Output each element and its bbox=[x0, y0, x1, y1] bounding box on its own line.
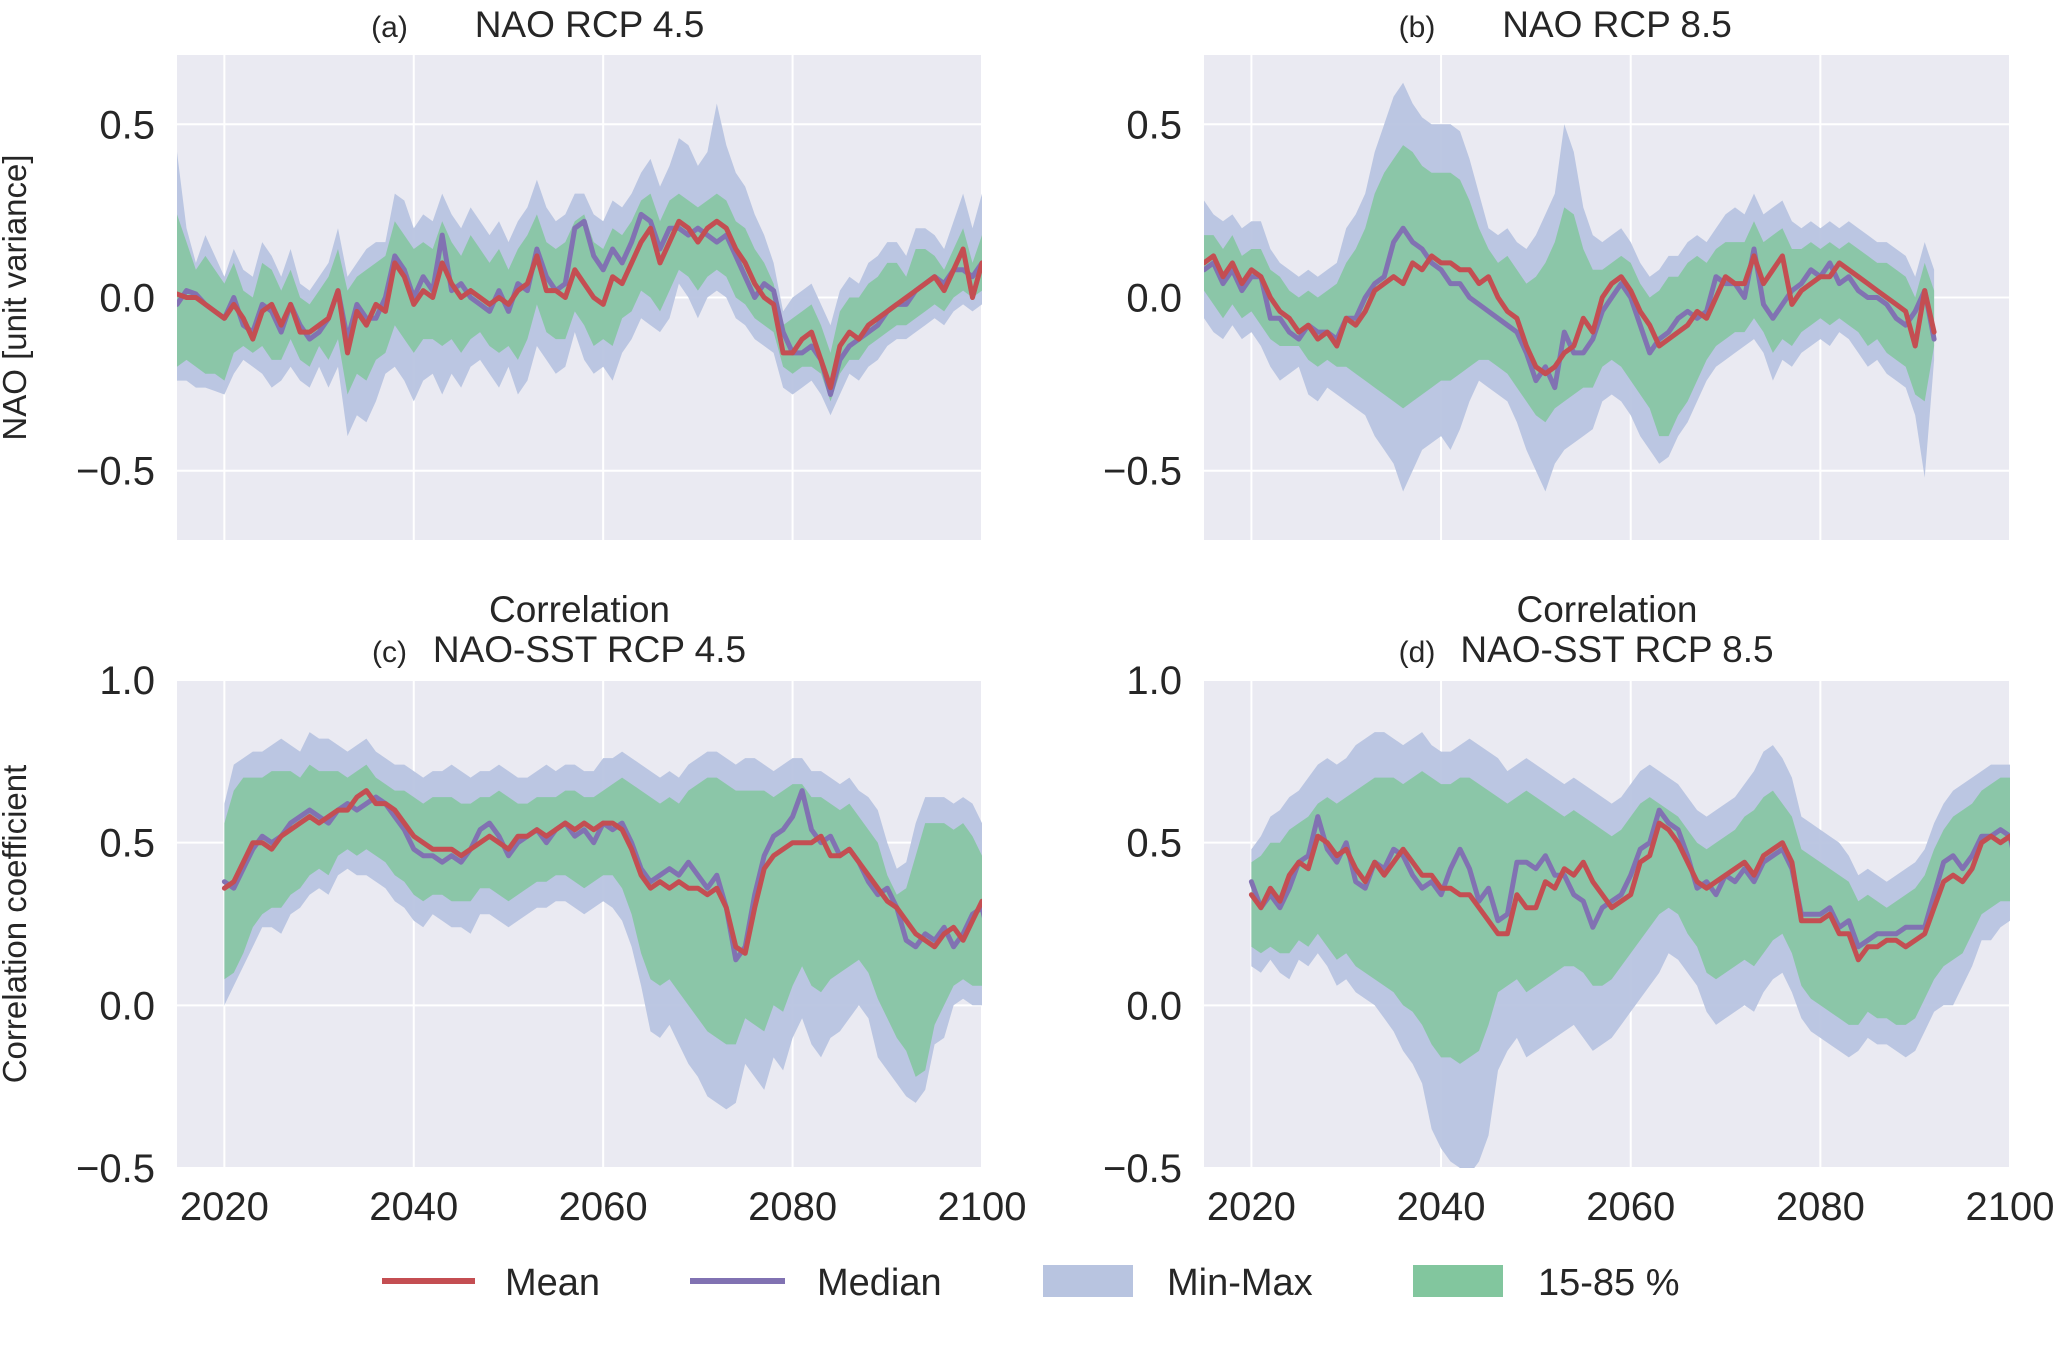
percentile-band bbox=[1204, 145, 1935, 437]
panel-tag: (a) bbox=[371, 11, 408, 44]
y-tick-label: −0.5 bbox=[1103, 1147, 1182, 1191]
panel-b: −0.5 0.0 0.5 (b) NAO RCP 8.5 bbox=[1103, 4, 2011, 540]
panel-a: −0.5 0.0 0.5 (a) NAO RCP 4.5 NAO [unit varian… bbox=[0, 4, 983, 540]
x-tick-label: 2100 bbox=[938, 1185, 1027, 1229]
data-layer bbox=[1248, 732, 2010, 1168]
y-tick-label: −0.5 bbox=[76, 450, 155, 494]
panel-title: NAO RCP 8.5 bbox=[1502, 4, 1732, 45]
x-tick-label: 2080 bbox=[748, 1185, 837, 1229]
x-tick-label: 2100 bbox=[1966, 1185, 2055, 1229]
panel-d: −0.5 0.0 0.5 1.0 2020 2040 2060 2080 2100 Correla… bbox=[1103, 589, 2054, 1229]
mean-line bbox=[1248, 820, 2010, 963]
y-axis-label: NAO [unit variance] bbox=[0, 154, 33, 440]
y-tick-label: 0.5 bbox=[99, 822, 155, 866]
data-layer bbox=[1204, 82, 1937, 492]
legend-minmax-label: Min-Max bbox=[1167, 1262, 1313, 1304]
panel-tag: (d) bbox=[1399, 636, 1436, 669]
panel-title-line1: Correlation bbox=[1517, 589, 1698, 630]
y-tick-label: −0.5 bbox=[76, 1147, 155, 1191]
mean-line bbox=[221, 788, 982, 956]
panel-c: −0.5 0.0 0.5 1.0 2020 2040 2060 2080 2100 Correla… bbox=[0, 589, 1026, 1229]
panel-title: NAO RCP 4.5 bbox=[475, 4, 705, 45]
y-tick-label: 0.0 bbox=[99, 984, 155, 1028]
x-tick-label: 2020 bbox=[180, 1185, 269, 1229]
x-tick-label: 2040 bbox=[1397, 1185, 1486, 1229]
y-tick-label: −0.5 bbox=[1103, 450, 1182, 494]
legend-minmax-swatch bbox=[1043, 1265, 1133, 1297]
y-tick-label: 1.0 bbox=[99, 659, 155, 703]
legend-mean-label: Mean bbox=[505, 1262, 600, 1304]
y-tick-label: 0.5 bbox=[1126, 822, 1182, 866]
legend-percentile-label: 15-85 % bbox=[1538, 1262, 1680, 1304]
y-tick-label: 0.5 bbox=[99, 103, 155, 147]
median-line bbox=[177, 211, 982, 397]
y-axis-label: Correlation coefficient bbox=[0, 765, 33, 1084]
x-tick-label: 2080 bbox=[1776, 1185, 1865, 1229]
x-tick-label: 2060 bbox=[559, 1185, 648, 1229]
panel-tag: (c) bbox=[372, 636, 407, 669]
panel-title-line1: Correlation bbox=[489, 589, 670, 630]
mean-line bbox=[177, 218, 982, 391]
panel-title: NAO-SST RCP 4.5 bbox=[433, 629, 746, 670]
y-tick-label: 0.0 bbox=[99, 277, 155, 321]
panel-title: NAO-SST RCP 8.5 bbox=[1460, 629, 1773, 670]
data-layer bbox=[221, 732, 982, 1110]
y-tick-label: 1.0 bbox=[1126, 659, 1182, 703]
legend-median-label: Median bbox=[817, 1262, 942, 1304]
y-tick-label: 0.5 bbox=[1126, 103, 1182, 147]
x-tick-label: 2040 bbox=[369, 1185, 458, 1229]
percentile-band bbox=[1251, 771, 2010, 1064]
y-tick-label: 0.0 bbox=[1126, 277, 1182, 321]
legend: Mean Median Min-Max 15-85 % bbox=[382, 1262, 1680, 1304]
data-layer bbox=[177, 103, 982, 437]
panel-tag: (b) bbox=[1399, 11, 1436, 44]
x-tick-label: 2060 bbox=[1586, 1185, 1675, 1229]
mean-line bbox=[1204, 253, 1937, 377]
legend-percentile-swatch bbox=[1413, 1265, 1503, 1297]
x-tick-label: 2020 bbox=[1207, 1185, 1296, 1229]
y-tick-label: 0.0 bbox=[1126, 984, 1182, 1028]
